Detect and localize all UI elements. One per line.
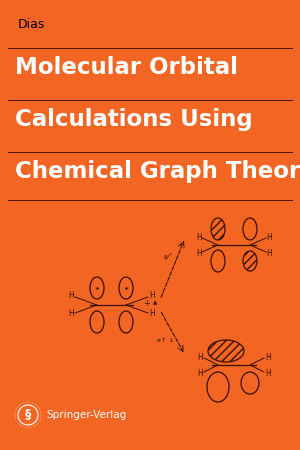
Ellipse shape — [241, 372, 259, 394]
Ellipse shape — [90, 277, 104, 299]
Text: ▲: ▲ — [153, 301, 157, 306]
Text: H: H — [149, 310, 155, 319]
Text: H: H — [196, 248, 202, 257]
Text: H: H — [196, 233, 202, 242]
Text: H: H — [197, 352, 203, 361]
Ellipse shape — [211, 250, 225, 272]
Ellipse shape — [207, 372, 229, 402]
Text: Dias: Dias — [18, 18, 45, 31]
Text: H: H — [266, 233, 272, 242]
Text: $\pi\uparrow\downarrow$: $\pi\uparrow\downarrow$ — [156, 336, 174, 344]
Ellipse shape — [211, 218, 225, 240]
Text: H: H — [197, 369, 203, 378]
Text: Chemical Graph Theory: Chemical Graph Theory — [15, 160, 300, 183]
Text: Molecular Orbital: Molecular Orbital — [15, 56, 238, 79]
Text: H: H — [265, 352, 271, 361]
Ellipse shape — [243, 251, 257, 271]
Text: Springer-Verlag: Springer-Verlag — [46, 410, 126, 420]
Text: +: + — [144, 298, 150, 307]
Text: H: H — [265, 369, 271, 378]
Ellipse shape — [119, 311, 133, 333]
Text: Calculations Using: Calculations Using — [15, 108, 253, 131]
Text: $\psi^*$: $\psi^*$ — [163, 252, 173, 264]
Text: H: H — [266, 248, 272, 257]
Text: H: H — [68, 310, 74, 319]
Text: §: § — [25, 409, 31, 422]
Text: H: H — [149, 292, 155, 301]
Ellipse shape — [243, 218, 257, 240]
Ellipse shape — [208, 340, 244, 362]
Ellipse shape — [90, 311, 104, 333]
Ellipse shape — [119, 277, 133, 299]
Text: H: H — [68, 292, 74, 301]
